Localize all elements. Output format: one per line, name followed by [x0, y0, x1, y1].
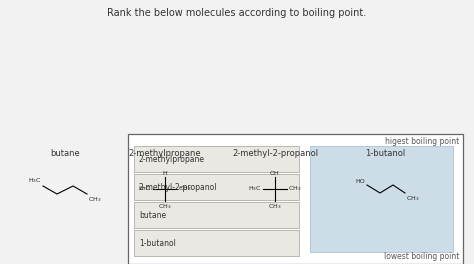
Bar	[310, 146, 453, 252]
Text: H$_3$C: H$_3$C	[138, 185, 152, 194]
Text: 2-methyl-2-propanol: 2-methyl-2-propanol	[139, 182, 218, 191]
Text: higest boiling point: higest boiling point	[385, 137, 459, 146]
Text: CH$_3$: CH$_3$	[178, 185, 191, 194]
Text: CH$_3$: CH$_3$	[158, 202, 172, 211]
Text: butane: butane	[50, 149, 80, 158]
Text: 2-methylpropane: 2-methylpropane	[139, 154, 205, 163]
Text: 1-butanol: 1-butanol	[365, 149, 405, 158]
Text: lowest boiling point: lowest boiling point	[383, 252, 459, 261]
Text: 2-methyl-2-propanol: 2-methyl-2-propanol	[232, 149, 318, 158]
Text: H$_3$C: H$_3$C	[28, 176, 42, 185]
Text: butane: butane	[139, 210, 166, 219]
Bar	[134, 202, 299, 228]
Bar	[134, 146, 299, 172]
Text: CH$_3$: CH$_3$	[88, 195, 101, 204]
Text: HO: HO	[355, 179, 365, 184]
Bar	[128, 134, 463, 264]
Text: H$_3$C: H$_3$C	[248, 185, 262, 194]
Bar	[134, 174, 299, 200]
Text: CH$_3$: CH$_3$	[268, 202, 282, 211]
Text: Rank the below molecules according to boiling point.: Rank the below molecules according to bo…	[108, 8, 366, 18]
Text: OH: OH	[270, 171, 280, 176]
Text: CH$_3$: CH$_3$	[406, 194, 419, 203]
Text: 1-butanol: 1-butanol	[139, 238, 176, 248]
Text: 2-methylpropane: 2-methylpropane	[128, 149, 201, 158]
Text: H: H	[163, 171, 167, 176]
Text: CH$_3$: CH$_3$	[288, 185, 301, 194]
Bar	[134, 230, 299, 256]
